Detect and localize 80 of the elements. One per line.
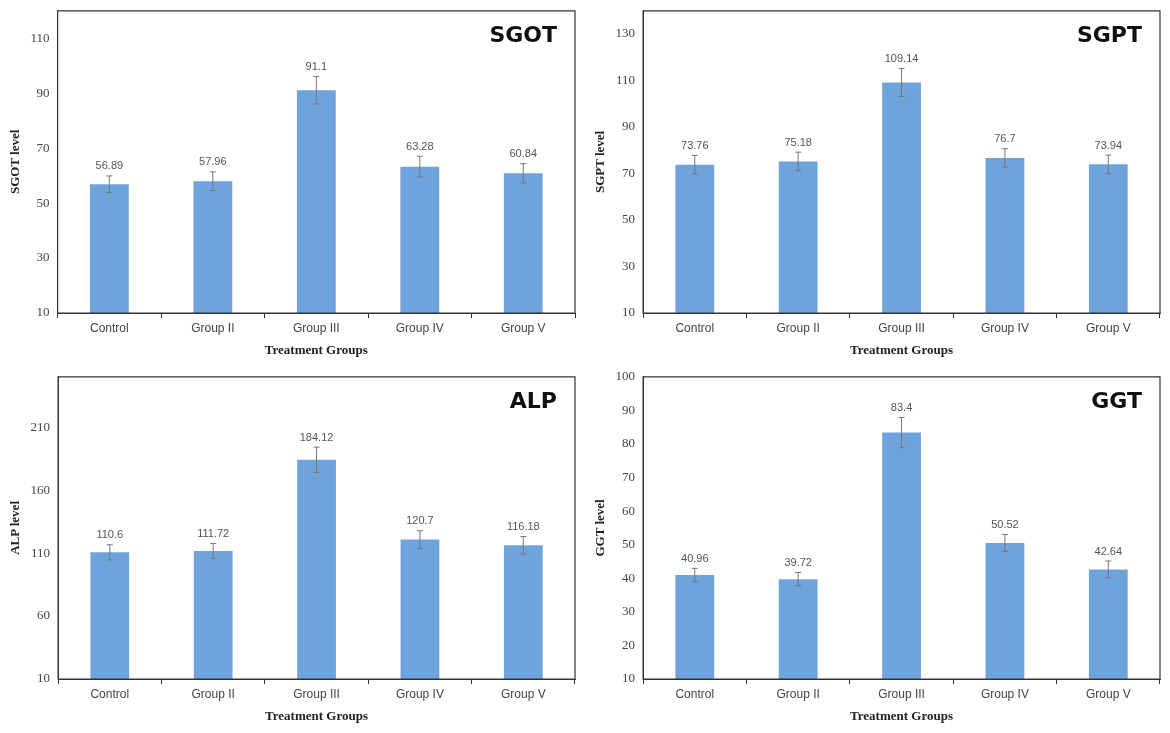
x-axis-title: Treatment Groups <box>264 341 368 357</box>
text: SGPT <box>1076 21 1142 47</box>
x-tick-label: Group V <box>1085 320 1131 335</box>
y-tick-label: 100 <box>615 368 636 384</box>
x-tick-label: Group IV <box>395 320 444 335</box>
x-tick-label: Control <box>675 686 715 701</box>
y-tick-label: 70 <box>36 139 50 155</box>
x-tick-label: Control <box>675 320 715 335</box>
x-tick-label: Group V <box>500 320 546 335</box>
data-label: 50.52 <box>991 518 1019 531</box>
y-tick-label: 110 <box>30 29 50 45</box>
y-tick-label: 40 <box>622 569 636 585</box>
x-axis-title: Treatment Groups <box>850 341 954 357</box>
y-tick-label: 10 <box>622 670 636 686</box>
text: ALP <box>509 387 557 413</box>
data-label: 39.72 <box>784 556 812 569</box>
data-label: 109.14 <box>884 52 919 65</box>
x-tick-label: Group IV <box>980 686 1029 701</box>
data-label: 56.89 <box>95 159 124 172</box>
y-tick-label: 130 <box>615 25 636 41</box>
data-label: 57.96 <box>199 155 227 168</box>
data-label: 75.18 <box>784 135 812 148</box>
data-label: 76.7 <box>994 132 1016 145</box>
data-label: 91.1 <box>305 59 328 72</box>
x-tick-label: Group III <box>292 320 340 335</box>
data-label: 120.7 <box>406 514 434 527</box>
data-label: 110.6 <box>96 528 124 541</box>
y-axis-title: SGOT level <box>7 129 23 195</box>
y-tick-label: 110 <box>616 71 636 87</box>
data-label: 111.72 <box>197 526 230 539</box>
y-tick-label: 70 <box>622 468 636 484</box>
data-label: 73.76 <box>681 139 709 152</box>
y-tick-label: 50 <box>622 536 636 552</box>
y-tick-label: 50 <box>36 194 50 210</box>
y-tick-label: 10 <box>37 670 51 686</box>
text: GGT <box>1091 387 1142 413</box>
x-axis-title: Treatment Groups <box>850 707 954 723</box>
y-tick-label: 90 <box>622 401 636 417</box>
y-tick-label: 60 <box>622 502 636 518</box>
x-axis-title: Treatment Groups <box>265 707 369 723</box>
y-tick-label: 90 <box>622 118 636 134</box>
y-axis-title: SGPT level <box>592 130 608 194</box>
y-tick-label: 30 <box>622 603 636 619</box>
x-tick-label: Group III <box>878 686 925 701</box>
y-tick-label: 110 <box>31 544 51 560</box>
y-tick-label: 30 <box>622 257 636 273</box>
x-tick-label: Group III <box>878 320 925 335</box>
data-label: 40.96 <box>681 551 709 564</box>
data-label: 60.84 <box>509 147 538 160</box>
x-tick-label: Group IV <box>395 686 444 701</box>
data-label: 42.64 <box>1094 544 1123 557</box>
y-tick-label: 30 <box>36 249 50 265</box>
x-tick-label: Control <box>90 320 129 335</box>
y-axis-title: GGT level <box>592 498 608 557</box>
x-tick-label: Group II <box>191 686 235 701</box>
text: SGOT <box>489 21 557 47</box>
data-label: 63.28 <box>406 139 434 152</box>
data-label: 83.4 <box>890 400 913 413</box>
data-label: 184.12 <box>299 430 334 443</box>
y-tick-label: 70 <box>622 164 636 180</box>
y-tick-label: 80 <box>622 435 636 451</box>
x-tick-label: Control <box>90 686 130 701</box>
y-tick-label: 210 <box>30 418 51 434</box>
y-tick-label: 10 <box>622 304 636 320</box>
y-tick-label: 50 <box>622 211 636 227</box>
x-tick-label: Group IV <box>980 320 1029 335</box>
x-tick-label: Group V <box>500 686 546 701</box>
y-tick-label: 60 <box>37 607 51 623</box>
x-tick-label: Group III <box>293 686 340 701</box>
y-tick-label: 10 <box>36 304 50 320</box>
data-label: 73.94 <box>1094 138 1123 151</box>
data-label: 116.18 <box>506 520 540 533</box>
x-tick-label: Group II <box>776 686 820 701</box>
y-axis-title: ALP level <box>7 500 23 555</box>
x-tick-label: Group V <box>1085 686 1131 701</box>
y-tick-label: 20 <box>622 636 636 652</box>
x-tick-label: Group II <box>776 320 820 335</box>
y-tick-label: 160 <box>30 481 51 497</box>
y-tick-label: 90 <box>36 84 50 100</box>
x-tick-label: Group II <box>191 320 235 335</box>
